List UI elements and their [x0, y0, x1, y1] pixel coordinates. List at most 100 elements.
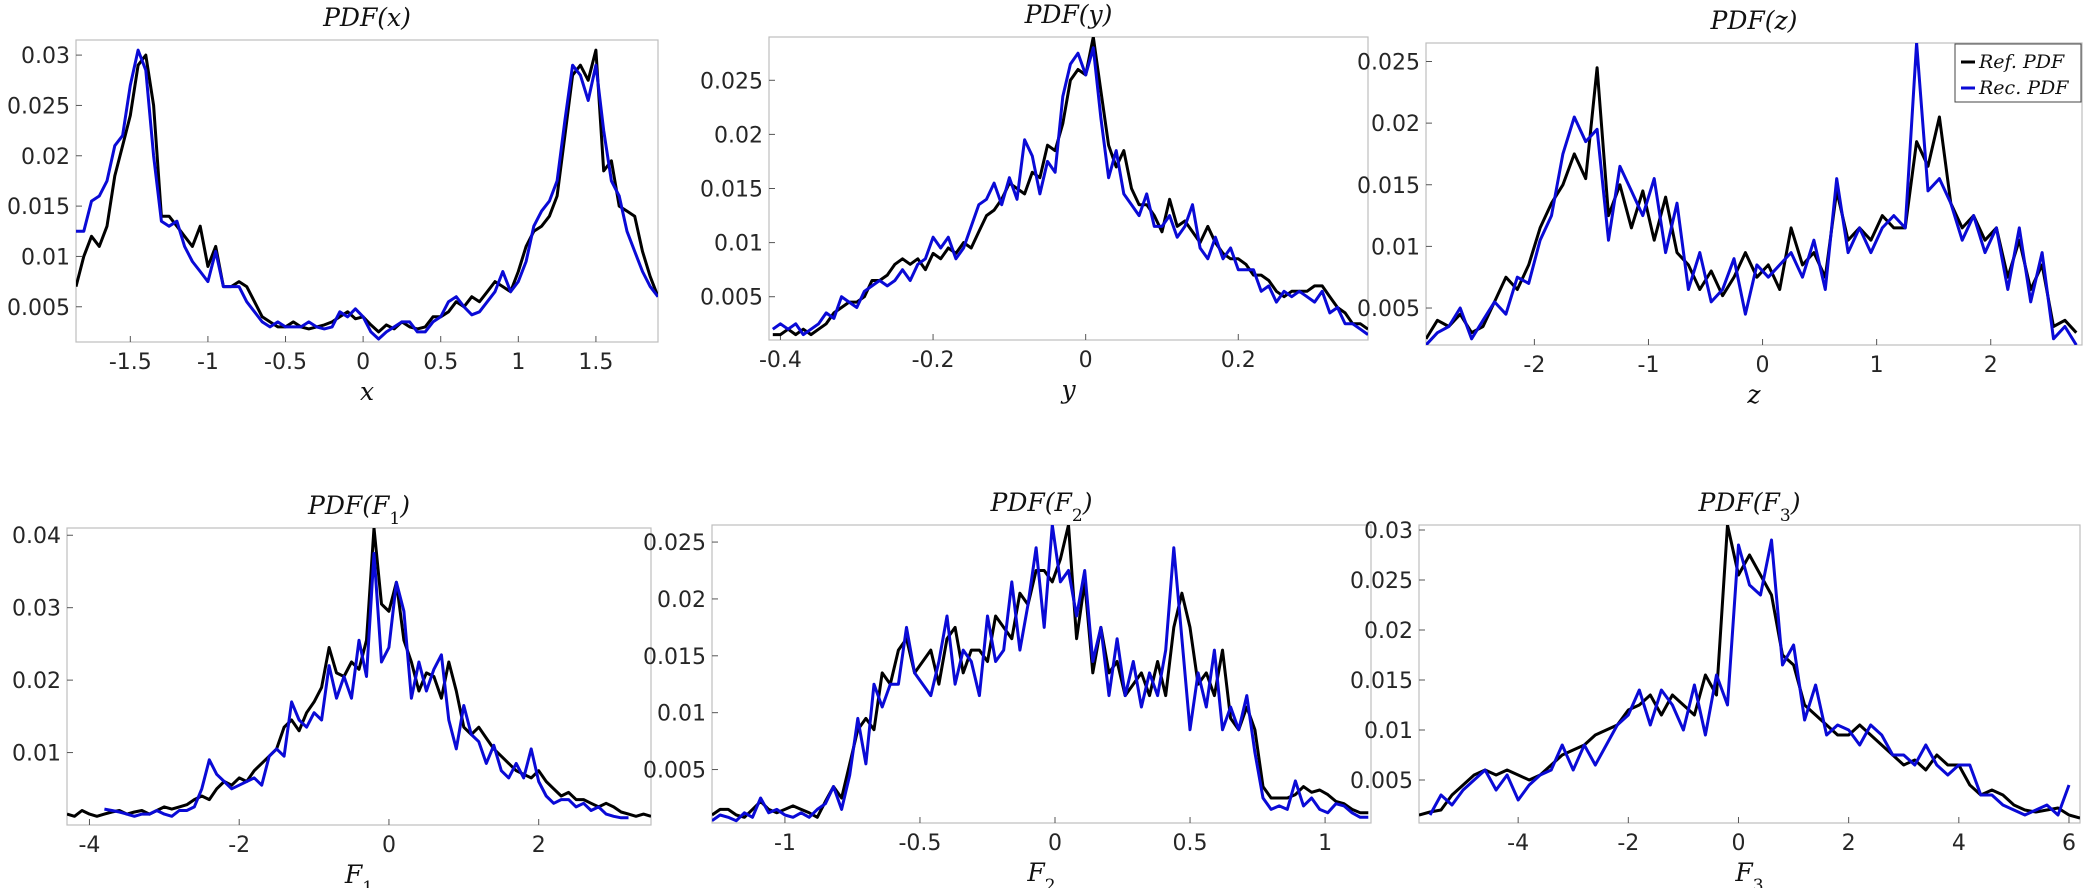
- x-tick-label: 6: [2062, 831, 2076, 856]
- x-tick-label: -1: [774, 831, 796, 856]
- y-tick-label: 0.01: [657, 702, 706, 727]
- x-tick-label: 0.2: [1221, 348, 1256, 373]
- x-tick-label: 0: [356, 350, 370, 375]
- y-tick-label: 0.02: [21, 145, 70, 170]
- chart-title: PDF(x): [322, 3, 411, 32]
- x-axis-label: z: [1746, 380, 1761, 409]
- chart-panel-3: -2 -1 0 1 2 0.005 0.01 0.015 0.02 0.025 PDF(z) z Ref…: [1357, 6, 2083, 409]
- x-tick-label: 1: [511, 350, 525, 375]
- x-tick-label: 1: [1318, 831, 1332, 856]
- y-tick-label: 0.02: [1364, 619, 1413, 644]
- y-tick-label: 0.01: [1371, 235, 1420, 260]
- y-tick-label: 0.015: [7, 195, 70, 220]
- chart-title: PDF(y): [1024, 0, 1113, 29]
- reconstructed-pdf-line: [712, 525, 1369, 823]
- x-tick-label: 2: [1984, 353, 1998, 378]
- y-tick-label: 0.01: [12, 742, 61, 767]
- x-axis-label: F1: [344, 860, 373, 888]
- x-tick-label: -2: [1617, 831, 1639, 856]
- reconstructed-pdf-line: [76, 48, 658, 341]
- plot-area-frame: [75, 39, 659, 343]
- x-tick-label: 0: [382, 833, 396, 858]
- y-tick-label: 0.015: [1350, 669, 1413, 694]
- reference-pdf-line: [1426, 66, 2078, 340]
- chart-panel-4: -4 -2 0 2 0.01 0.02 0.03 0.04 PDF(F1) F1: [12, 491, 652, 888]
- y-tick-label: 0.005: [643, 759, 706, 784]
- reconstructed-pdf-line: [771, 46, 1368, 337]
- x-tick-label: -1: [1638, 353, 1660, 378]
- x-axis-label: F2: [1026, 858, 1055, 888]
- y-tick-label: 0.005: [1350, 769, 1413, 794]
- y-tick-label: 0.02: [714, 123, 763, 148]
- x-tick-label: 0: [1756, 353, 1770, 378]
- y-tick-label: 0.025: [1357, 50, 1420, 75]
- x-tick-label: -1: [197, 350, 219, 375]
- legend: Ref. PDF Rec. PDF: [1954, 43, 2082, 103]
- x-tick-label: -0.2: [912, 348, 955, 373]
- plot-area-frame: [1418, 524, 2081, 824]
- chart-title: PDF(F3): [1698, 488, 1801, 526]
- legend-box: [1954, 43, 2082, 103]
- x-tick-label: 2: [532, 833, 546, 858]
- x-tick-label: 0: [1048, 831, 1062, 856]
- y-tick-label: 0.015: [700, 178, 763, 203]
- y-tick-label: 0.01: [21, 245, 70, 270]
- x-tick-label: -0.5: [898, 831, 941, 856]
- x-tick-label: -0.4: [759, 348, 802, 373]
- plot-area-frame: [66, 527, 652, 826]
- y-tick-label: 0.015: [1357, 174, 1420, 199]
- y-tick-label: 0.02: [1371, 112, 1420, 137]
- chart-title: PDF(z): [1710, 6, 1798, 35]
- chart-panel-1: -1.5 -1 -0.5 0 0.5 1 1.5 0.005 0.01 0.015 0.02 0.02…: [7, 3, 659, 406]
- y-tick-label: 0.02: [657, 588, 706, 613]
- reference-pdf-line: [76, 48, 658, 334]
- y-tick-label: 0.005: [700, 286, 763, 311]
- x-tick-label: -0.5: [264, 350, 307, 375]
- x-tick-label: -2: [228, 833, 250, 858]
- y-tick-label: 0.005: [1357, 297, 1420, 322]
- y-tick-label: 0.03: [12, 597, 61, 622]
- x-tick-label: 0: [1079, 348, 1093, 373]
- reference-pdf-line: [67, 528, 651, 818]
- x-tick-label: -1.5: [109, 350, 152, 375]
- x-tick-label: -2: [1523, 353, 1545, 378]
- reconstructed-pdf-line: [1428, 538, 2071, 817]
- y-tick-label: 0.04: [12, 524, 61, 549]
- y-tick-label: 0.025: [643, 531, 706, 556]
- reference-pdf-line: [712, 525, 1369, 819]
- x-tick-label: 0.5: [1173, 831, 1208, 856]
- chart-panel-6: -4 -2 0 2 4 6 0.005 0.01 0.015 0.02 0.025 0.03 PDF(F…: [1350, 488, 2081, 888]
- x-axis-label: y: [1060, 375, 1076, 404]
- y-tick-label: 0.025: [7, 94, 70, 119]
- y-tick-label: 0.025: [1350, 569, 1413, 594]
- x-tick-label: 1: [1870, 353, 1884, 378]
- reference-pdf-line: [772, 37, 1368, 337]
- chart-title: PDF(F2): [990, 488, 1093, 526]
- x-tick-label: 0.5: [423, 350, 458, 375]
- reconstructed-pdf-line: [104, 551, 629, 820]
- legend-label-ref: Ref. PDF: [1978, 51, 2065, 73]
- x-tick-label: 0: [1731, 831, 1745, 856]
- y-tick-label: 0.02: [12, 669, 61, 694]
- y-tick-label: 0.025: [700, 69, 763, 94]
- y-tick-label: 0.03: [21, 44, 70, 69]
- x-tick-label: -4: [78, 833, 100, 858]
- chart-panel-2: -0.4 -0.2 0 0.2 0.005 0.01 0.015 0.02 0.025 PDF(y…: [700, 0, 1369, 404]
- reconstructed-pdf-line: [1426, 43, 2078, 345]
- y-tick-label: 0.015: [643, 645, 706, 670]
- y-tick-label: 0.005: [7, 296, 70, 321]
- x-axis-label: x: [360, 377, 374, 406]
- chart-panel-5: -1 -0.5 0 0.5 1 0.005 0.01 0.015 0.02 0.025 PDF(F2…: [643, 488, 1372, 888]
- y-tick-label: 0.01: [1364, 719, 1413, 744]
- x-tick-label: 2: [1842, 831, 1856, 856]
- legend-label-rec: Rec. PDF: [1978, 77, 2069, 99]
- y-tick-label: 0.01: [714, 232, 763, 257]
- x-axis-label: F3: [1734, 858, 1763, 888]
- y-tick-label: 0.03: [1364, 519, 1413, 544]
- x-tick-label: 4: [1952, 831, 1966, 856]
- x-tick-label: 1.5: [578, 350, 613, 375]
- reference-pdf-line: [1419, 525, 2080, 820]
- x-tick-label: -4: [1507, 831, 1529, 856]
- chart-title: PDF(F1): [307, 491, 410, 529]
